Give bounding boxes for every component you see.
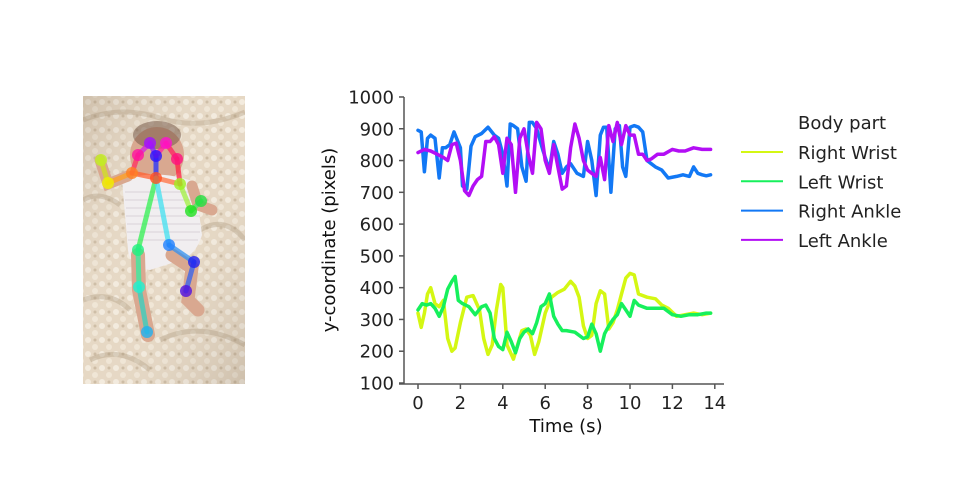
infant-pose-photo (81, 96, 247, 384)
keypoint-left-ear (132, 149, 144, 161)
keypoint-right-elbow (102, 177, 114, 189)
keypoint-right-ankle (141, 326, 153, 338)
limb-neck-to-left-hip (153, 175, 172, 248)
x-tick-label: 6 (539, 393, 550, 414)
series-line-left-ankle (416, 120, 713, 198)
legend-label: Left Ankle (798, 231, 888, 252)
keypoint-left-hip (163, 239, 175, 251)
keypoint-left-knee (188, 256, 200, 268)
legend: Body part Right Wrist Left Wrist Right Ank… (741, 113, 901, 252)
x-tick-label: 4 (497, 393, 508, 414)
y-axis-title: y-coordinate (pixels) (319, 148, 340, 333)
keypoint-right-hip (132, 244, 144, 256)
x-tick-label: 8 (582, 393, 593, 414)
y-tick-label: 900 (360, 119, 394, 140)
y-axis: 100 200 300 400 500 600 700 800 900 1000 (348, 87, 405, 395)
legend-item-left-wrist: Left Wrist (741, 172, 883, 193)
x-axis-title: Time (s) (528, 416, 602, 437)
keypoint-right-shoulder (126, 167, 138, 179)
plot-area (416, 120, 713, 361)
keypoint-nose (150, 150, 162, 162)
x-tick-label: 10 (619, 393, 642, 414)
y-tick-label: 1000 (348, 87, 394, 108)
y-tick-label: 400 (360, 278, 394, 299)
keypoint-right-wrist (95, 154, 107, 166)
legend-label: Right Wrist (798, 143, 897, 164)
y-tick-label: 800 (360, 151, 394, 172)
pose-overlay-image (81, 96, 247, 384)
keypoint-left-eye (144, 137, 156, 149)
y-tick-label: 700 (360, 183, 394, 204)
limb-neck-to-right-hip (135, 175, 159, 253)
y-tick-label: 600 (360, 215, 394, 236)
limb-right-hip-to-right-knee (135, 247, 142, 290)
keypoint-left-wrist (195, 195, 207, 207)
keypoint-left-shoulder (174, 178, 186, 190)
series-line-left-wrist (416, 274, 713, 355)
y-tick-label: 300 (360, 310, 394, 331)
y-tick-label: 200 (360, 342, 394, 363)
legend-label: Left Wrist (798, 172, 883, 193)
series-line-right-wrist (416, 271, 713, 361)
keypoint-left-elbow (185, 205, 197, 217)
legend-title: Body part (798, 113, 886, 134)
y-tick-label: 100 (360, 374, 394, 395)
series-line-right-ankle (416, 120, 713, 198)
keypoint-neck (150, 172, 162, 184)
keypoint-right-ear (171, 153, 183, 165)
keypoint-right-knee (133, 281, 145, 293)
x-axis: 0 2 4 6 8 10 12 14 (399, 383, 726, 414)
legend-item-right-wrist: Right Wrist (741, 143, 897, 164)
x-tick-label: 2 (455, 393, 466, 414)
legend-item-left-ankle: Left Ankle (741, 231, 888, 252)
keypoint-left-ankle (180, 285, 192, 297)
x-tick-label: 14 (703, 393, 726, 414)
limb-right-knee-to-right-ankle (136, 284, 150, 335)
keypoint-right-eye (160, 137, 172, 149)
y-tick-label: 500 (360, 246, 394, 267)
skeleton-keypoints (95, 137, 207, 338)
legend-item-right-ankle: Right Ankle (741, 202, 901, 223)
x-tick-label: 0 (412, 393, 423, 414)
x-tick-label: 12 (661, 393, 684, 414)
legend-label: Right Ankle (798, 202, 901, 223)
